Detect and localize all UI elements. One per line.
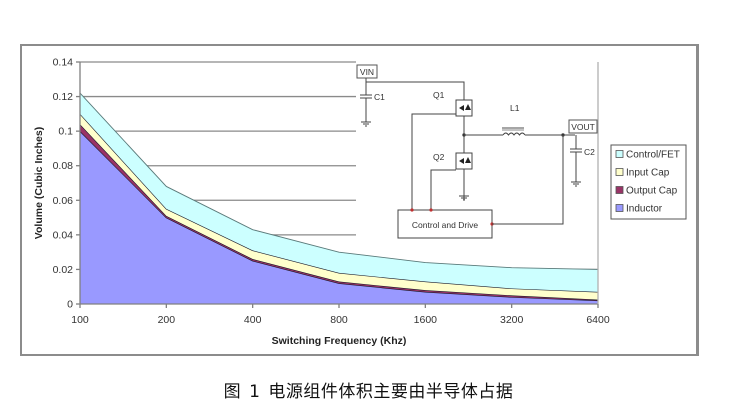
legend: Control/FET Input Cap Output Cap Inductor bbox=[610, 144, 687, 220]
caption-text: 电源组件体积主要由半导体占据 bbox=[268, 382, 514, 402]
control-and-drive-label: Control and Drive bbox=[412, 220, 478, 230]
q2-label: Q2 bbox=[433, 152, 445, 162]
caption-prefix: 图 bbox=[223, 382, 242, 402]
axes bbox=[76, 61, 599, 308]
y-tick-labels: 0 0.02 0.04 0.06 0.08 0.1 0.12 0.14 bbox=[53, 57, 74, 311]
legend-label: Inductor bbox=[626, 204, 663, 215]
y-tick-label: 0.1 bbox=[58, 126, 73, 138]
buck-converter-schematic: VIN C1 Q1 L1 bbox=[356, 64, 598, 239]
stacked-area-chart: 0 0.02 0.04 0.06 0.08 0.1 0.12 0.14 100 200 400 80… bbox=[33, 57, 687, 347]
c2-label: C2 bbox=[584, 147, 595, 157]
x-axis-title: Switching Frequency (Khz) bbox=[272, 335, 407, 347]
y-tick-label: 0.12 bbox=[53, 91, 74, 103]
c1-label: C1 bbox=[374, 92, 385, 102]
figure-caption: 图 1 电源组件体积主要由半导体占据 bbox=[0, 377, 737, 402]
area-series bbox=[79, 92, 599, 304]
q1-label: Q1 bbox=[433, 90, 445, 100]
x-tick-label: 6400 bbox=[586, 314, 610, 326]
x-tick-label: 1600 bbox=[414, 314, 438, 326]
y-tick-label: 0.02 bbox=[53, 264, 74, 276]
legend-label: Input Cap bbox=[626, 168, 670, 179]
x-tick-label: 800 bbox=[330, 314, 348, 326]
vout-terminal bbox=[568, 119, 598, 134]
legend-label: Control/FET bbox=[626, 150, 680, 161]
area-inductor bbox=[80, 131, 598, 304]
caption-number: 1 bbox=[249, 382, 261, 402]
legend-swatch bbox=[615, 168, 624, 176]
legend-swatch bbox=[615, 204, 624, 212]
legend-swatch bbox=[615, 150, 624, 158]
area-edge bbox=[79, 92, 599, 270]
legend-swatch bbox=[615, 186, 624, 194]
x-tick-label: 400 bbox=[244, 314, 262, 326]
x-tick-label: 3200 bbox=[500, 314, 524, 326]
l1-label: L1 bbox=[510, 103, 520, 113]
x-tick-label: 200 bbox=[158, 314, 176, 326]
legend-label: Output Cap bbox=[626, 186, 678, 197]
x-tick-label: 100 bbox=[71, 314, 89, 326]
y-tick-label: 0 bbox=[67, 299, 73, 311]
vin-terminal bbox=[356, 64, 378, 79]
y-tick-label: 0.04 bbox=[53, 229, 74, 241]
y-tick-label: 0.14 bbox=[53, 57, 74, 69]
control-and-drive-block bbox=[397, 209, 493, 239]
chart-frame: 0 0.02 0.04 0.06 0.08 0.1 0.12 0.14 100 200 400 80… bbox=[20, 44, 699, 356]
vin-label: VIN bbox=[360, 67, 374, 77]
y-axis-title: Volume (Cubic Inches) bbox=[33, 127, 45, 239]
x-tick-labels: 100 200 400 800 1600 3200 6400 bbox=[71, 314, 610, 326]
vout-label: VOUT bbox=[571, 122, 595, 132]
y-tick-label: 0.06 bbox=[53, 195, 74, 207]
y-tick-label: 0.08 bbox=[53, 160, 74, 172]
